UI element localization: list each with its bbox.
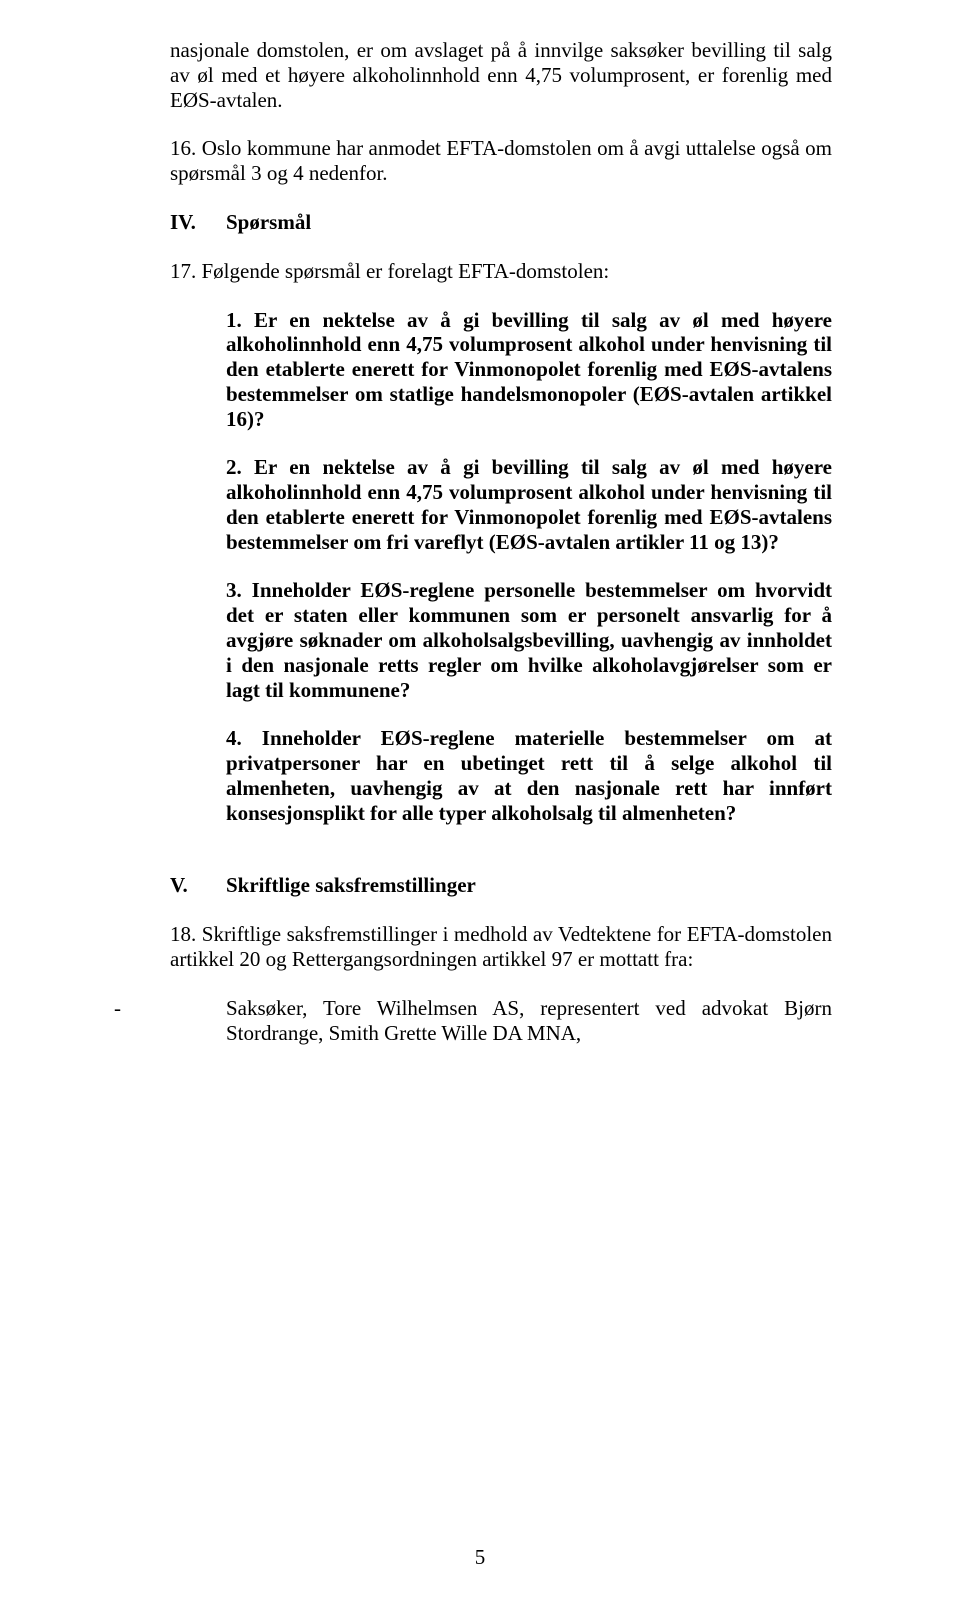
page-container: nasjonale domstolen, er om avslaget på å… <box>0 0 960 1608</box>
question-3: 3. Inneholder EØS-reglene personelle bes… <box>226 578 832 702</box>
section5-paragraph-1: 18. Skriftlige saksfremstillinger i medh… <box>170 922 832 972</box>
bullet-text: Saksøker, Tore Wilhelmsen AS, represente… <box>226 996 832 1045</box>
section-title-v: Skriftlige saksfremstillinger <box>226 873 476 897</box>
spacer <box>170 849 832 873</box>
section-heading-iv: IV.Spørsmål <box>170 210 832 235</box>
intro-paragraph-2: 16. Oslo kommune har anmodet EFTA-domsto… <box>170 136 832 186</box>
question-2: 2. Er en nektelse av å gi bevilling til … <box>226 455 832 554</box>
question-1: 1. Er en nektelse av å gi bevilling til … <box>226 308 832 432</box>
section5-bullet-1: -Saksøker, Tore Wilhelmsen AS, represent… <box>170 996 832 1046</box>
section-roman-v: V. <box>170 873 226 898</box>
questions-block: 1. Er en nektelse av å gi bevilling til … <box>226 308 832 826</box>
section4-lead: 17. Følgende spørsmål er forelagt EFTA-d… <box>170 259 832 284</box>
page-number: 5 <box>0 1545 960 1570</box>
section-roman-iv: IV. <box>170 210 226 235</box>
question-4: 4. Inneholder EØS-reglene materielle bes… <box>226 726 832 825</box>
section-title-iv: Spørsmål <box>226 210 311 234</box>
intro-paragraph-1: nasjonale domstolen, er om avslaget på å… <box>170 38 832 112</box>
bullet-dash: - <box>170 996 226 1021</box>
section-heading-v: V.Skriftlige saksfremstillinger <box>170 873 832 898</box>
